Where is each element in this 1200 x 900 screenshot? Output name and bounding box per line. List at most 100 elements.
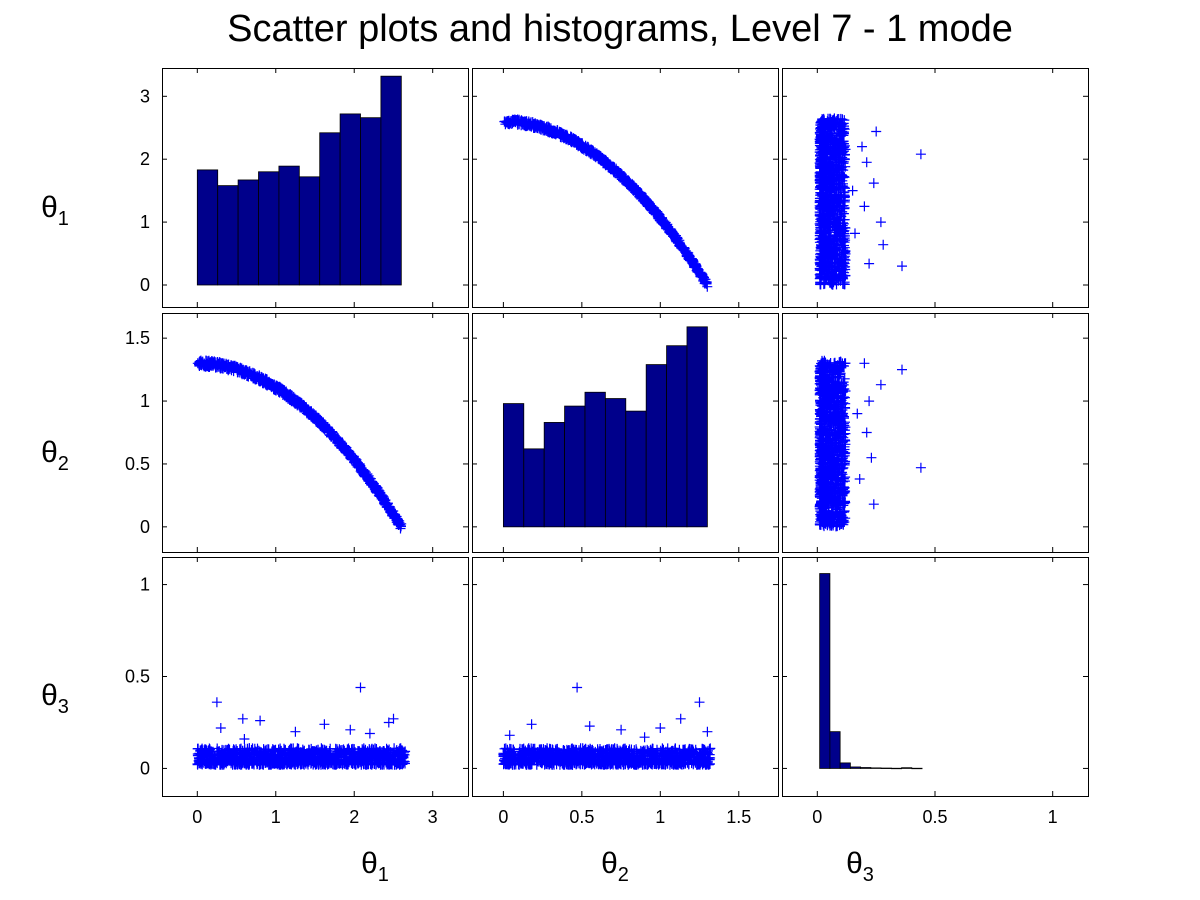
scatter-point — [837, 114, 848, 125]
y-tick-label: 1 — [140, 212, 150, 232]
scatter-point — [839, 228, 850, 239]
scatter-point — [826, 481, 837, 492]
scatter-point — [831, 134, 842, 144]
scatter-point — [817, 476, 828, 487]
scatter-point — [670, 233, 681, 244]
histogram-bar — [339, 113, 361, 286]
scatter-outlier — [859, 201, 870, 212]
axes-box — [162, 313, 469, 553]
scatter-point — [815, 451, 825, 462]
scatter-point — [257, 373, 268, 384]
scatter-point — [819, 144, 830, 155]
scatter-point — [674, 238, 685, 249]
scatter-point — [386, 507, 397, 518]
scatter-point — [814, 519, 825, 530]
panel-scatter-theta3-theta2 — [782, 313, 1089, 553]
scatter-point — [248, 370, 258, 381]
scatter-outlier — [897, 261, 907, 272]
scatter-point — [838, 429, 849, 440]
scatter-point — [828, 482, 839, 493]
scatter-point — [316, 416, 327, 427]
scatter-point — [815, 427, 826, 438]
scatter-point — [831, 183, 842, 194]
scatter-point — [381, 499, 392, 510]
scatter-point — [824, 468, 835, 479]
scatter-point — [824, 494, 835, 505]
scatter-point — [824, 359, 835, 370]
scatter-point — [666, 229, 677, 239]
scatter-point — [827, 128, 838, 139]
scatter-point — [379, 494, 389, 505]
scatter-point — [697, 271, 708, 282]
scatter-point — [824, 167, 835, 178]
scatter-point — [838, 451, 849, 462]
scatter-point — [275, 382, 286, 393]
scatter-point — [832, 397, 842, 408]
scatter-point — [836, 406, 846, 417]
scatter-point — [827, 115, 838, 126]
histogram-bar — [217, 185, 239, 286]
scatter-point — [830, 194, 841, 205]
scatter-point — [372, 483, 383, 494]
scatter-point — [229, 360, 240, 371]
scatter-point — [600, 154, 611, 165]
histogram-bar — [523, 448, 545, 528]
histogram-bar — [564, 405, 586, 528]
scatter-point — [816, 489, 827, 500]
scatter-point — [819, 163, 830, 173]
scatter-point — [828, 244, 839, 255]
scatter-point — [194, 358, 205, 369]
scatter-point — [323, 424, 334, 435]
scatter-point — [692, 264, 703, 275]
histogram-bar — [686, 326, 708, 528]
scatter-point — [292, 396, 303, 407]
scatter-point — [573, 140, 584, 151]
plot-area — [192, 355, 407, 534]
scatter-point — [358, 746, 369, 757]
plot-area — [499, 114, 713, 292]
scatter-point — [828, 511, 839, 522]
scatter-point — [354, 458, 365, 469]
scatter-outlier — [850, 228, 860, 239]
scatter-point — [521, 118, 532, 129]
scatter-point — [829, 189, 840, 200]
scatter-point — [644, 198, 655, 209]
axes-box — [162, 68, 469, 308]
scatter-point — [590, 150, 601, 161]
scatter-point — [837, 378, 848, 389]
scatter-point — [653, 209, 664, 219]
scatter-point — [837, 147, 848, 157]
scatter-point — [640, 198, 651, 208]
scatter-point — [839, 258, 850, 269]
plot-area — [192, 682, 411, 770]
histogram-bar — [319, 132, 341, 286]
scatter-point — [815, 383, 825, 394]
scatter-point — [824, 428, 835, 439]
scatter-point — [394, 519, 405, 530]
scatter-point — [820, 374, 831, 385]
scatter-point — [838, 270, 849, 281]
scatter-point — [325, 430, 336, 441]
scatter-point — [816, 512, 827, 523]
scatter-point — [832, 521, 843, 532]
scatter-point — [820, 258, 831, 269]
scatter-point — [273, 381, 284, 392]
y-tick-label: 0 — [140, 275, 150, 295]
scatter-point — [632, 189, 643, 200]
scatter-point — [319, 744, 330, 755]
scatter-point — [602, 157, 613, 168]
scatter-point — [838, 236, 849, 247]
scatter-point — [836, 128, 847, 139]
scatter-outlier — [852, 408, 863, 419]
histogram-bar — [380, 75, 402, 286]
scatter-point — [832, 387, 843, 398]
scatter-point — [840, 191, 850, 202]
scatter-outlier — [864, 258, 875, 269]
scatter-point — [819, 152, 830, 163]
scatter-point — [819, 521, 829, 532]
scatter-point — [503, 116, 513, 126]
scatter-point — [831, 361, 842, 371]
scatter-point — [822, 269, 833, 280]
scatter-point — [817, 146, 828, 157]
